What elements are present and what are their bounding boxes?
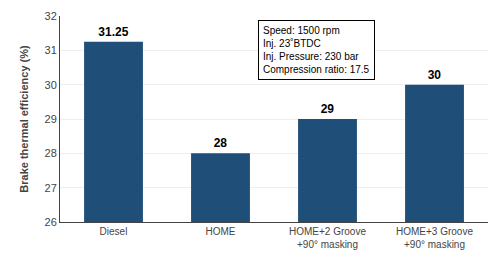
- svg-text:HOME+2 Groove+90° masking: HOME+2 Groove+90° masking: [289, 226, 366, 250]
- svg-text:28: 28: [214, 136, 228, 150]
- svg-text:30: 30: [45, 79, 57, 91]
- svg-text:29: 29: [45, 113, 57, 125]
- svg-text:Brake thermal efficiency (%): Brake thermal efficiency (%): [18, 45, 30, 193]
- svg-text:31.25: 31.25: [98, 25, 128, 39]
- svg-text:31: 31: [45, 44, 57, 56]
- svg-text:Diesel: Diesel: [100, 226, 128, 237]
- svg-text:29: 29: [321, 102, 335, 116]
- svg-text:30: 30: [428, 68, 442, 82]
- svg-text:27: 27: [45, 182, 57, 194]
- svg-text:HOME+3 Groove+90° masking: HOME+3 Groove+90° masking: [396, 226, 473, 250]
- svg-text:32: 32: [45, 10, 57, 22]
- svg-text:Speed: 1500 rpmInj. 23˚BTDCInj: Speed: 1500 rpmInj. 23˚BTDCInj. Pressure…: [263, 25, 370, 75]
- svg-text:26: 26: [45, 216, 57, 228]
- svg-text:HOME: HOME: [206, 226, 236, 237]
- svg-text:28: 28: [45, 147, 57, 159]
